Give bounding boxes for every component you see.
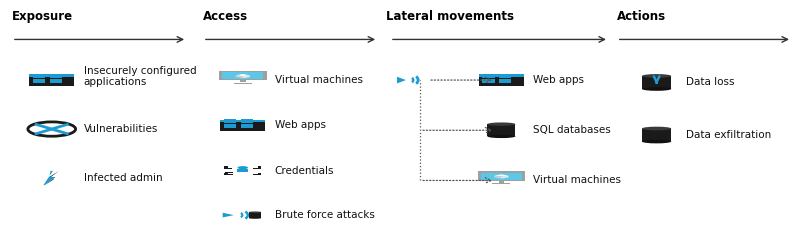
Text: Data exfiltration: Data exfiltration	[686, 130, 771, 140]
Polygon shape	[501, 176, 509, 179]
Bar	[240, 125, 253, 128]
Text: Web apps: Web apps	[533, 75, 584, 85]
Bar	[224, 120, 236, 123]
Bar	[234, 83, 252, 84]
Bar	[249, 212, 261, 218]
Text: Exposure: Exposure	[12, 10, 73, 23]
Text: Infected admin: Infected admin	[84, 173, 162, 183]
Bar	[240, 120, 253, 123]
Ellipse shape	[642, 127, 671, 130]
Text: Credentials: Credentials	[275, 166, 334, 176]
Bar	[224, 173, 228, 175]
Polygon shape	[494, 176, 501, 179]
Text: SQL databases: SQL databases	[533, 125, 611, 135]
Ellipse shape	[487, 135, 516, 138]
Text: Virtual machines: Virtual machines	[275, 75, 363, 85]
Polygon shape	[236, 74, 250, 76]
Text: Insecurely configured
applications: Insecurely configured applications	[84, 66, 196, 87]
Bar	[258, 173, 261, 175]
Text: Data loss: Data loss	[686, 77, 735, 87]
Bar	[499, 74, 512, 78]
Bar	[224, 168, 232, 169]
Ellipse shape	[642, 87, 671, 91]
Bar	[479, 74, 524, 86]
Text: Vulnerabilities: Vulnerabilities	[84, 124, 158, 134]
Bar	[482, 74, 495, 78]
Text: Brute force attacks: Brute force attacks	[275, 210, 374, 220]
Bar	[493, 183, 510, 184]
Bar	[29, 74, 74, 86]
Bar	[222, 72, 263, 79]
Bar	[49, 74, 62, 78]
Polygon shape	[243, 76, 250, 78]
Text: Web apps: Web apps	[275, 120, 326, 130]
Ellipse shape	[487, 122, 516, 126]
Bar	[482, 79, 495, 83]
Bar	[237, 169, 248, 172]
Bar	[253, 174, 261, 175]
Polygon shape	[494, 174, 509, 176]
Circle shape	[28, 122, 76, 136]
Bar	[220, 120, 265, 122]
Bar	[481, 173, 521, 180]
Ellipse shape	[642, 140, 671, 143]
Bar	[258, 166, 261, 169]
Polygon shape	[223, 213, 234, 217]
Ellipse shape	[249, 212, 261, 213]
Bar	[642, 129, 671, 141]
Text: Access: Access	[203, 10, 248, 23]
Bar	[253, 168, 261, 169]
Polygon shape	[43, 171, 55, 185]
Polygon shape	[236, 76, 243, 78]
Bar	[219, 71, 267, 80]
Bar	[642, 76, 671, 89]
Bar	[487, 124, 516, 136]
Ellipse shape	[249, 217, 261, 219]
Bar	[49, 79, 62, 83]
Bar	[224, 174, 232, 175]
Ellipse shape	[642, 74, 671, 78]
Circle shape	[237, 166, 248, 169]
Bar	[33, 79, 45, 83]
Text: Virtual machines: Virtual machines	[533, 175, 621, 185]
Bar	[498, 181, 505, 183]
Bar	[224, 167, 228, 169]
Bar	[479, 74, 524, 77]
Polygon shape	[45, 171, 59, 185]
Bar	[224, 172, 233, 173]
Bar	[220, 120, 265, 131]
Bar	[224, 166, 228, 169]
Bar	[33, 74, 45, 78]
Bar	[224, 125, 236, 128]
Polygon shape	[397, 77, 406, 83]
Bar	[29, 74, 74, 77]
Bar	[478, 171, 525, 181]
Bar	[240, 80, 246, 82]
Text: Actions: Actions	[617, 10, 666, 23]
Bar	[224, 174, 233, 175]
Bar	[224, 173, 228, 175]
Bar	[499, 79, 512, 83]
Text: Lateral movements: Lateral movements	[386, 10, 514, 23]
